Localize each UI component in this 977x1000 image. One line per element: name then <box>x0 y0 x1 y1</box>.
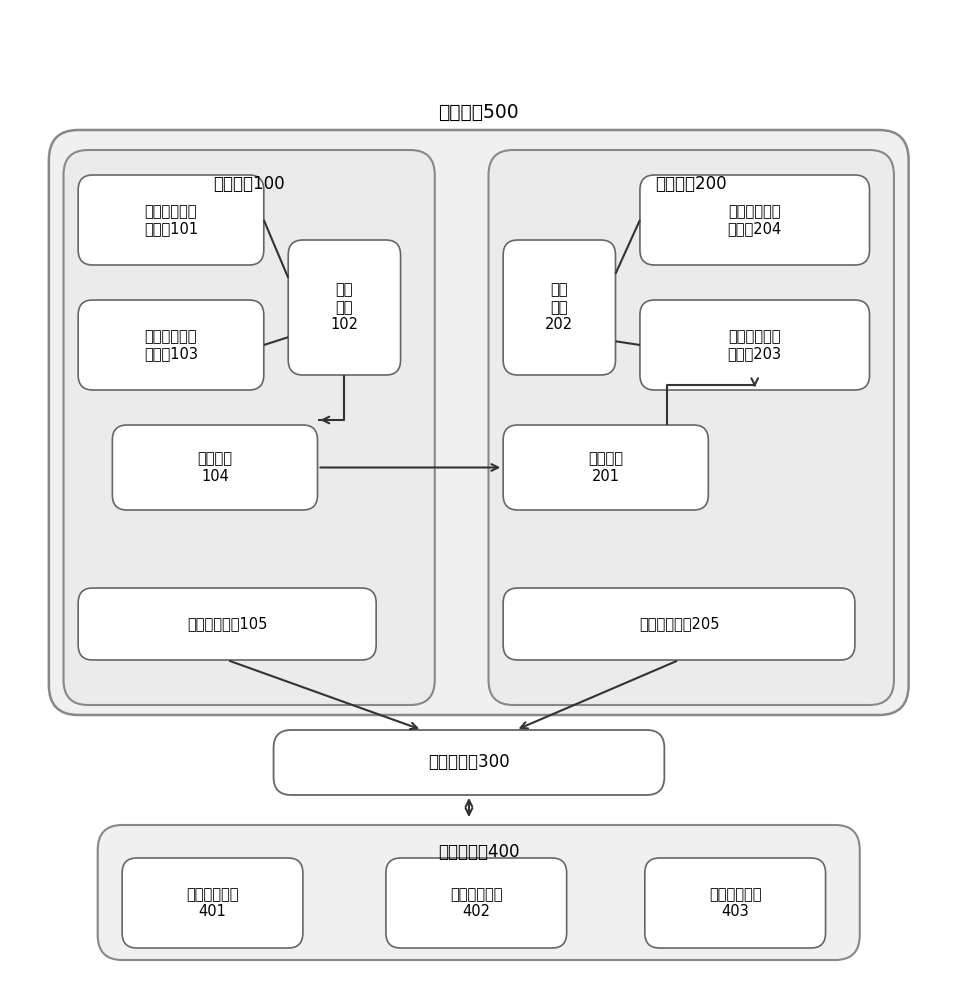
Text: 接收模块
201: 接收模块 201 <box>588 451 623 484</box>
FancyBboxPatch shape <box>112 425 318 510</box>
FancyBboxPatch shape <box>386 858 567 948</box>
FancyBboxPatch shape <box>503 240 616 375</box>
FancyBboxPatch shape <box>78 175 264 265</box>
FancyBboxPatch shape <box>78 588 376 660</box>
FancyBboxPatch shape <box>64 150 435 705</box>
Text: 发送模块
104: 发送模块 104 <box>197 451 233 484</box>
FancyBboxPatch shape <box>122 858 303 948</box>
Text: 发送前数据处
理模块103: 发送前数据处 理模块103 <box>144 329 198 361</box>
Text: 发送代理100: 发送代理100 <box>213 175 285 193</box>
Text: 节点管理模块
403: 节点管理模块 403 <box>709 887 761 919</box>
Text: 发送
队列
102: 发送 队列 102 <box>330 283 359 332</box>
Text: 消息服务器300: 消息服务器300 <box>428 754 510 772</box>
Text: 系统管理模块105: 系统管理模块105 <box>187 616 268 632</box>
FancyBboxPatch shape <box>98 825 860 960</box>
Text: 接收代理200: 接收代理200 <box>656 175 727 193</box>
FancyBboxPatch shape <box>288 240 401 375</box>
Text: 系统管理模块205: 系统管理模块205 <box>639 616 719 632</box>
FancyBboxPatch shape <box>640 300 870 390</box>
FancyBboxPatch shape <box>49 130 909 715</box>
FancyBboxPatch shape <box>503 588 855 660</box>
Text: 传输代理500: 传输代理500 <box>439 103 519 122</box>
FancyBboxPatch shape <box>488 150 894 705</box>
Text: 发送前业务处
理模块101: 发送前业务处 理模块101 <box>144 204 198 236</box>
FancyBboxPatch shape <box>274 730 664 795</box>
Text: 任务管理模块
401: 任务管理模块 401 <box>187 887 238 919</box>
Text: 接收后业务处
理模块204: 接收后业务处 理模块204 <box>728 204 782 236</box>
Text: 管理控制台400: 管理控制台400 <box>438 843 520 861</box>
FancyBboxPatch shape <box>503 425 708 510</box>
Text: 接收
队列
202: 接收 队列 202 <box>545 283 573 332</box>
FancyBboxPatch shape <box>645 858 826 948</box>
FancyBboxPatch shape <box>78 300 264 390</box>
Text: 监控管理模块
402: 监控管理模块 402 <box>450 887 502 919</box>
Text: 接收后数据处
理模块203: 接收后数据处 理模块203 <box>728 329 782 361</box>
FancyBboxPatch shape <box>640 175 870 265</box>
